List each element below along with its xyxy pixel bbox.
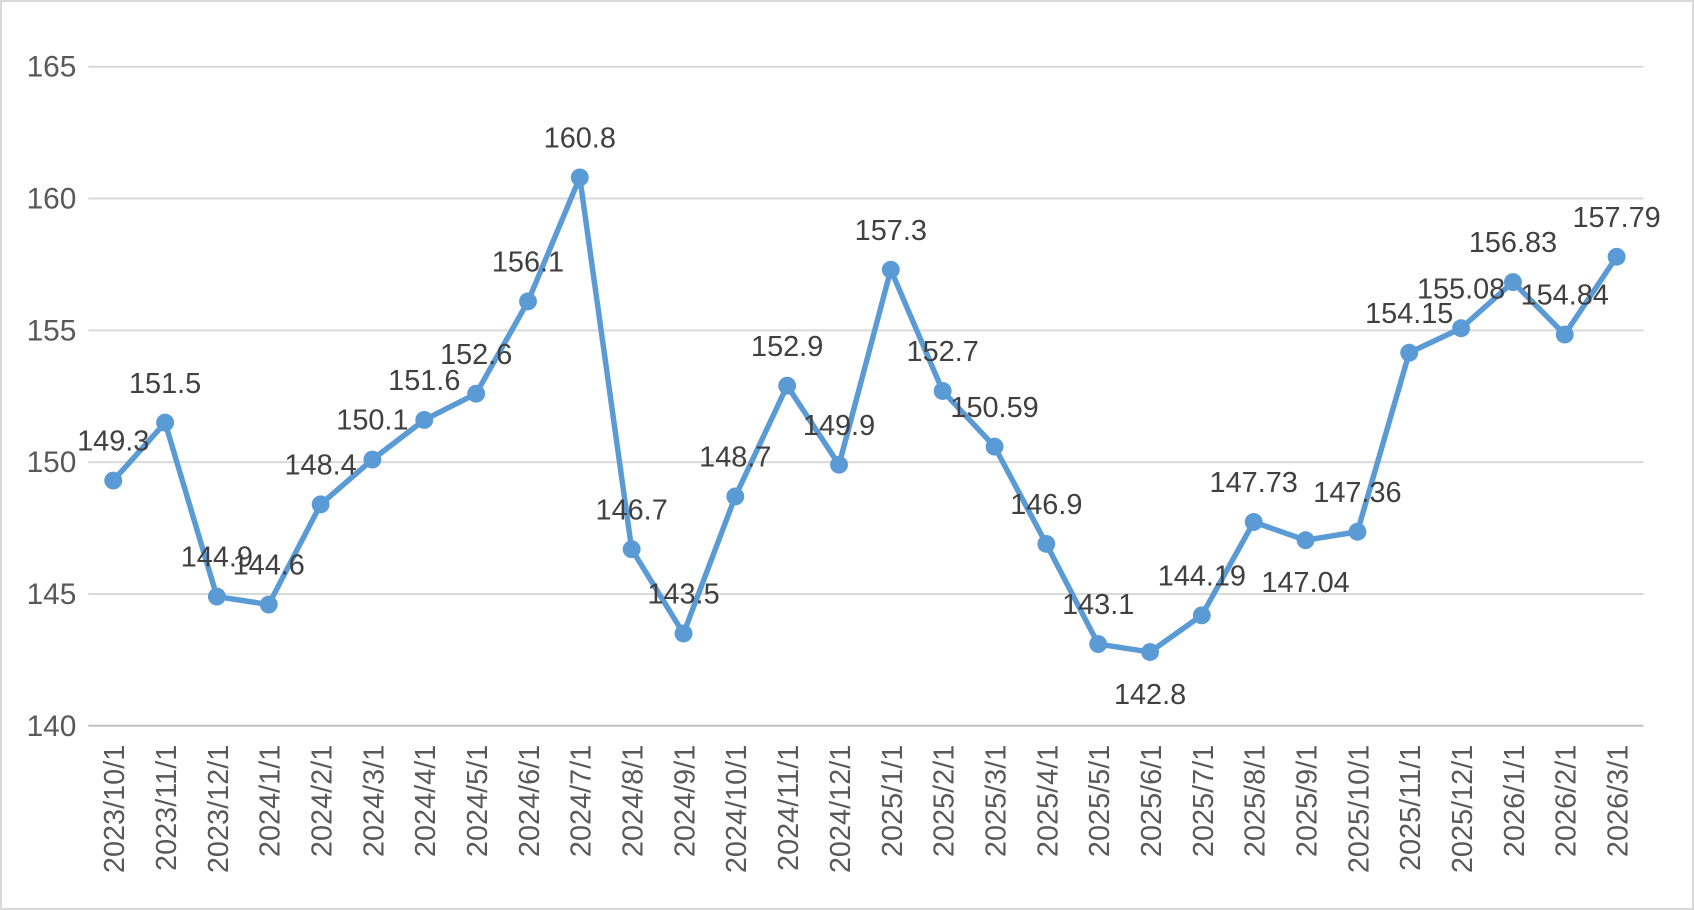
data-point[interactable]: [1607, 247, 1626, 266]
y-axis-tick: 140: [27, 710, 77, 743]
y-axis-tick: 145: [27, 578, 77, 611]
x-axis-tick: 2024/7/1: [566, 745, 598, 857]
data-point[interactable]: [311, 495, 330, 514]
x-axis-tick: 2024/4/1: [410, 745, 442, 857]
data-point[interactable]: [519, 292, 537, 311]
data-point[interactable]: [1452, 319, 1471, 338]
data-label: 144.9: [181, 542, 253, 574]
x-axis-tick: 2025/12/1: [1447, 745, 1479, 873]
data-label: 148.7: [699, 442, 771, 474]
x-axis-tick: 2025/5/1: [1084, 745, 1116, 857]
data-label: 157.79: [1572, 202, 1660, 234]
data-label: 152.9: [751, 331, 823, 363]
data-point[interactable]: [104, 471, 123, 490]
data-label: 152.7: [907, 336, 979, 368]
x-axis-tick: 2024/8/1: [618, 745, 650, 857]
data-label: 144.6: [233, 550, 305, 582]
data-point[interactable]: [1141, 643, 1160, 661]
data-label: 147.04: [1261, 567, 1349, 599]
x-axis-tick: 2025/10/1: [1343, 745, 1375, 873]
data-point[interactable]: [467, 384, 486, 403]
data-point[interactable]: [156, 413, 175, 432]
x-axis-tick: 2025/4/1: [1032, 745, 1064, 857]
data-label: 157.3: [855, 215, 927, 247]
x-axis-tick: 2025/2/1: [929, 745, 961, 857]
y-axis-tick: 160: [27, 182, 77, 215]
x-axis-tick: 2025/8/1: [1240, 745, 1272, 857]
data-label: 150.59: [950, 392, 1038, 424]
data-point[interactable]: [933, 382, 952, 400]
x-axis-tick: 2024/11/1: [773, 745, 805, 871]
data-point[interactable]: [207, 587, 226, 606]
x-axis-tick: 2024/10/1: [721, 745, 753, 873]
data-label: 146.9: [1010, 489, 1082, 521]
data-point[interactable]: [1503, 273, 1522, 292]
y-axis-tick: 150: [27, 446, 77, 479]
x-axis-tick: 2026/2/1: [1551, 745, 1583, 857]
data-point[interactable]: [570, 168, 589, 187]
data-label: 144.19: [1158, 560, 1246, 592]
y-axis-tick: 165: [27, 51, 77, 84]
data-point[interactable]: [259, 595, 278, 614]
data-label: 151.6: [388, 365, 460, 397]
data-label: 154.15: [1365, 298, 1453, 330]
data-label: 151.5: [129, 368, 201, 400]
x-axis-tick: 2024/5/1: [462, 745, 494, 857]
x-axis-tick: 2025/6/1: [1136, 745, 1168, 857]
x-axis-tick: 2026/1/1: [1499, 745, 1531, 857]
data-label: 147.73: [1210, 467, 1298, 499]
data-label: 156.83: [1469, 227, 1557, 259]
x-axis-tick: 2024/3/1: [358, 745, 390, 857]
x-axis-tick: 2024/9/1: [669, 745, 701, 857]
data-label: 150.1: [336, 405, 408, 437]
data-point[interactable]: [1244, 513, 1263, 531]
x-axis-tick: 2023/10/1: [99, 745, 131, 873]
x-axis-tick: 2025/7/1: [1188, 745, 1220, 857]
x-axis-tick: 2025/3/1: [981, 745, 1013, 857]
data-point[interactable]: [1089, 635, 1108, 654]
x-axis-tick: 2023/11/1: [151, 745, 183, 871]
y-axis-tick: 155: [27, 314, 77, 347]
data-label: 148.4: [285, 450, 357, 482]
data-label: 149.9: [803, 410, 875, 442]
data-label: 147.36: [1313, 477, 1401, 509]
data-point[interactable]: [1555, 325, 1574, 344]
data-line: [110, 174, 1620, 655]
data-label: 154.84: [1521, 280, 1609, 312]
data-point[interactable]: [778, 376, 797, 395]
data-point[interactable]: [1192, 606, 1211, 625]
data-label: 155.08: [1417, 273, 1505, 305]
x-axis-tick: 2025/9/1: [1292, 745, 1324, 857]
data-label: 142.8: [1114, 679, 1186, 711]
data-point[interactable]: [1037, 534, 1056, 553]
x-axis-tick: 2024/1/1: [255, 745, 287, 857]
x-axis-tick: 2023/12/1: [203, 745, 235, 873]
data-point[interactable]: [674, 624, 693, 643]
data-label: 152.6: [440, 339, 512, 371]
x-axis-tick: 2024/2/1: [307, 745, 339, 857]
data-label: 146.7: [596, 494, 668, 526]
data-label: 149.3: [77, 426, 149, 458]
data-point[interactable]: [415, 410, 434, 429]
data-point[interactable]: [363, 450, 382, 469]
x-axis-tick: 2025/1/1: [877, 745, 909, 857]
data-label: 143.5: [647, 579, 719, 611]
data-point[interactable]: [1296, 531, 1315, 550]
x-axis-tick: 2026/3/1: [1603, 745, 1635, 857]
data-point[interactable]: [1348, 522, 1367, 541]
x-axis-tick: 2025/11/1: [1395, 745, 1427, 871]
data-point[interactable]: [881, 260, 900, 279]
data-label: 156.1: [492, 247, 564, 279]
data-point[interactable]: [985, 437, 1004, 456]
x-axis-tick: 2024/6/1: [514, 745, 546, 857]
data-point[interactable]: [622, 540, 641, 559]
data-label: 143.1: [1062, 589, 1134, 621]
x-axis-tick: 2024/12/1: [825, 745, 857, 873]
data-label: 160.8: [544, 123, 616, 155]
data-point[interactable]: [830, 455, 848, 474]
data-point[interactable]: [726, 487, 745, 506]
data-point[interactable]: [1400, 343, 1419, 362]
